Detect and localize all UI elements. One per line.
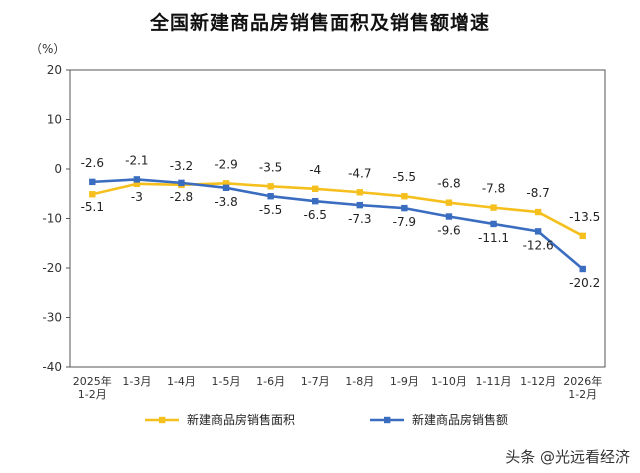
data-label: -4: [309, 163, 321, 177]
x-tick-label: 1-5月: [212, 375, 241, 388]
x-tick-label: 2026年 1-2月: [563, 374, 602, 401]
y-tick-label: -40: [42, 360, 62, 374]
data-point-marker: [445, 213, 453, 220]
data-point-marker: [133, 180, 141, 188]
x-tick-label: 1-9月: [390, 375, 419, 388]
legend-marker-0: [159, 416, 166, 424]
series-line-1: [92, 178, 584, 270]
data-point-marker: [222, 184, 230, 192]
data-label: -9.6: [437, 224, 460, 238]
y-tick-label: 10: [47, 113, 62, 127]
data-point-marker: [490, 220, 497, 228]
data-label: -2.1: [125, 153, 148, 167]
data-label: -3.8: [214, 195, 237, 209]
data-point-marker: [445, 199, 453, 206]
x-tick-label: 1-8月: [345, 375, 374, 388]
data-point-marker: [490, 204, 497, 211]
data-label: -12.6: [523, 238, 554, 252]
y-tick-label: 20: [47, 63, 62, 77]
data-label: -20.2: [569, 276, 600, 290]
plot-frame: [69, 69, 606, 368]
data-point-marker: [356, 201, 363, 209]
data-label: -7.3: [348, 212, 371, 226]
data-point-marker: [89, 178, 96, 186]
data-point-marker: [579, 265, 586, 273]
x-tick-label: 1-6月: [256, 375, 285, 388]
y-tick-label: -20: [42, 261, 62, 275]
data-label: -5.5: [259, 203, 282, 217]
data-point-marker: [401, 193, 408, 200]
data-label: -6.5: [303, 208, 326, 222]
data-point-marker: [401, 204, 408, 212]
data-label: -5.5: [393, 170, 416, 184]
data-label: -7.9: [393, 215, 416, 229]
data-point-marker: [579, 232, 586, 240]
series-line-0: [91, 182, 584, 237]
data-label: -13.5: [569, 210, 600, 224]
y-tick-label: -30: [42, 311, 62, 325]
data-label: -3: [131, 190, 143, 204]
data-label: -2.9: [214, 157, 237, 171]
x-tick-label: 1-3月: [122, 375, 151, 388]
y-tick-label: 0: [54, 162, 62, 176]
data-point-marker: [267, 193, 274, 200]
data-label: -4.7: [348, 166, 371, 180]
data-point-marker: [178, 179, 185, 187]
data-label: -2.6: [81, 156, 104, 170]
y-tick-label: -10: [42, 212, 62, 226]
x-tick-label: 1-4月: [167, 375, 196, 388]
watermark-text: 头条 @光远看经济: [505, 448, 630, 466]
x-tick-label: 1-7月: [301, 375, 330, 388]
data-point-marker: [534, 228, 542, 235]
legend-label-1: 新建商品房销售额: [412, 412, 508, 427]
legend-label-0: 新建商品房销售面积: [187, 412, 295, 427]
data-point-marker: [222, 180, 230, 187]
data-label: -3.5: [259, 160, 282, 174]
chart-title: 全国新建商品房销售面积及销售额增速: [149, 12, 490, 34]
data-point-marker: [312, 185, 319, 192]
x-tick-label: 1-11月: [476, 375, 512, 388]
legend-marker-1: [384, 416, 391, 424]
data-label: -2.8: [170, 190, 193, 204]
data-label: -8.7: [526, 186, 549, 200]
y-axis-unit-label: （%）: [30, 42, 66, 56]
x-tick-label: 2025年 1-2月: [73, 374, 112, 401]
data-label: -5.1: [81, 200, 104, 214]
data-point-marker: [312, 197, 319, 205]
data-point-marker: [534, 208, 542, 216]
data-label: -7.8: [482, 182, 505, 196]
data-point-marker: [267, 183, 274, 190]
x-tick-label: 1-12月: [520, 375, 556, 388]
data-label: -11.1: [478, 231, 509, 245]
x-tick-label: 1-10月: [431, 375, 467, 388]
data-point-marker: [133, 176, 141, 183]
data-point-marker: [356, 189, 363, 196]
data-point-marker: [89, 191, 96, 198]
data-label: -3.2: [170, 159, 193, 173]
data-label: -6.8: [437, 177, 460, 191]
